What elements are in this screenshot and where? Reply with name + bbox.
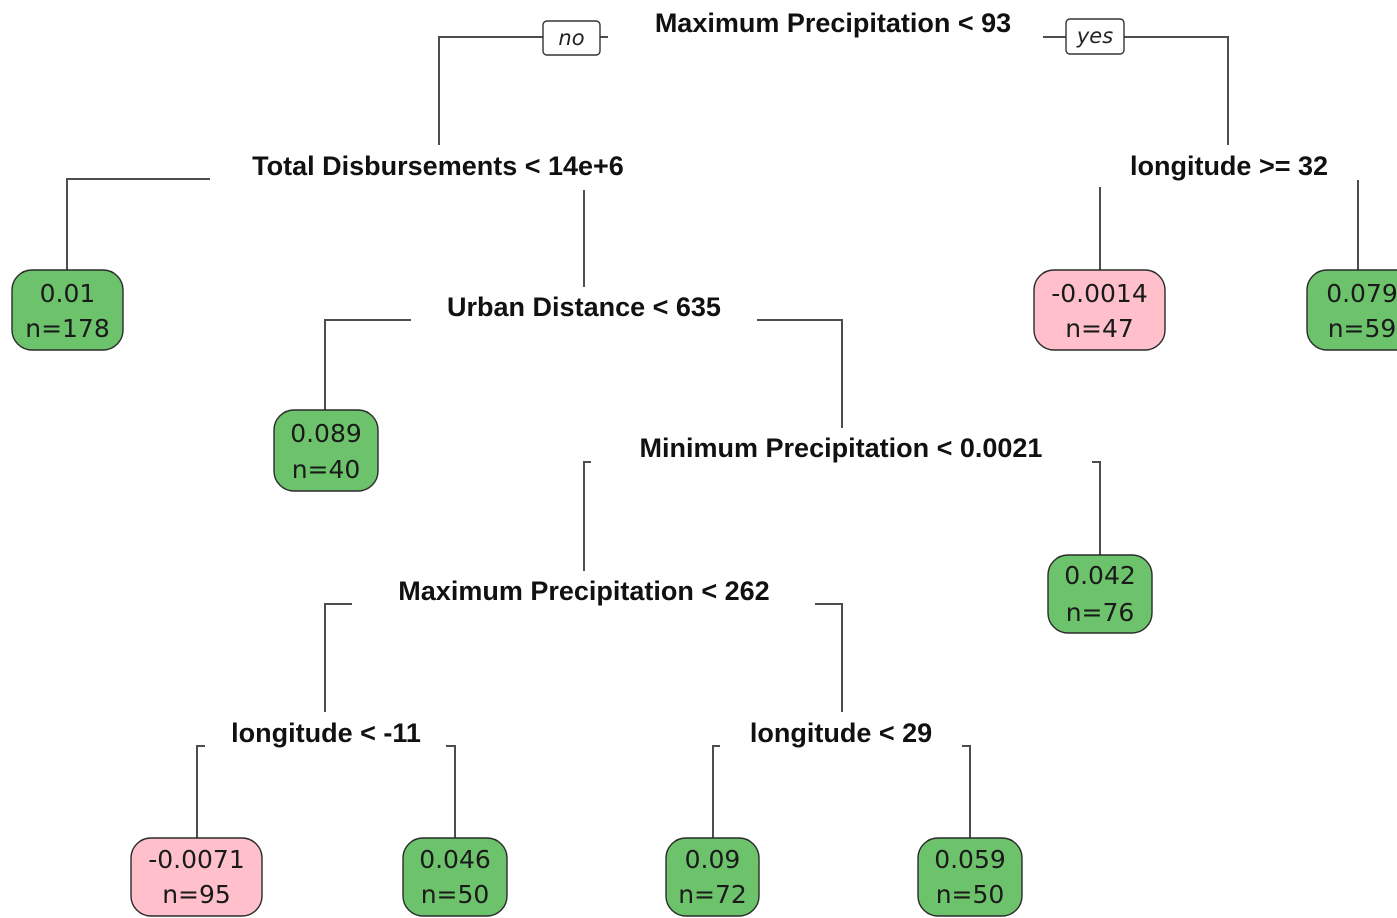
edge-root-right [1043,36,1229,145]
leaf-count: n=76 [1066,598,1135,627]
leaf-node: 0.042 n=76 [1047,554,1153,634]
leaf-value: 0.089 [290,419,362,448]
edge-maxp262-right [815,603,843,712]
leaf-count: n=47 [1065,314,1134,343]
leaf-node: 0.079 n=59 [1306,269,1397,351]
split-max-precipitation-262: Maximum Precipitation < 262 [398,576,769,606]
leaf-value: 0.046 [419,845,491,874]
edge-disb-left [66,178,210,270]
leaf-box [273,409,379,492]
leaf-node: -0.0071 n=95 [130,837,263,917]
leaf-value: 0.042 [1064,561,1136,590]
branch-no-label: no [542,20,601,56]
leaf-box [130,837,263,917]
edge-minp-right [1092,461,1101,555]
edge-root-left [438,36,608,145]
edge-minp-left [583,461,591,571]
branch-yes-text: yes [1076,24,1113,48]
split-urban-distance: Urban Distance < 635 [447,292,721,322]
leaf-count: n=72 [678,880,747,909]
edge-urban-right [757,319,843,428]
split-longitude-ge-32: longitude >= 32 [1130,151,1328,181]
split-longitude-lt-29: longitude < 29 [750,718,932,748]
leaf-count: n=95 [162,880,231,909]
leaf-box [1306,269,1397,351]
branch-yes-box [1065,18,1125,55]
leaf-box [665,837,760,917]
leaf-node: 0.059 n=50 [917,837,1023,917]
leaf-node: 0.089 n=40 [273,409,379,492]
leaf-box [1033,269,1166,351]
branch-yes-label: yes [1065,18,1125,55]
leaf-node: 0.046 n=50 [402,837,508,917]
leaf-count: n=178 [25,314,110,343]
leaf-value: -0.0071 [148,845,245,874]
split-root: Maximum Precipitation < 93 [655,8,1011,38]
leaf-value: 0.01 [40,279,96,308]
leaf-node: 0.01 n=178 [11,269,124,351]
split-min-precipitation: Minimum Precipitation < 0.0021 [640,433,1043,463]
tree-edges [66,36,1359,838]
leaf-node: 0.09 n=72 [665,837,760,917]
branch-no-text: no [558,26,584,50]
leaf-value: -0.0014 [1051,279,1148,308]
edge-lonm11-left [196,745,205,838]
leaf-count: n=50 [421,880,490,909]
leaf-box [1047,554,1153,634]
leaf-count: n=40 [292,455,361,484]
split-longitude-lt-neg11: longitude < -11 [231,718,421,748]
leaf-node: -0.0014 n=47 [1033,269,1166,351]
leaf-count: n=50 [936,880,1005,909]
leaf-value: 0.09 [685,845,741,874]
leaf-value: 0.059 [934,845,1006,874]
edge-urban-left [324,319,411,410]
branch-no-box [542,20,601,56]
edge-maxp262-left [324,603,352,712]
leaf-box [11,269,124,351]
leaf-box [402,837,508,917]
split-total-disbursements: Total Disbursements < 14e+6 [252,151,624,181]
leaf-count: n=59 [1328,314,1397,343]
edge-lon29-right [962,745,971,838]
leaf-value: 0.079 [1326,279,1397,308]
edge-lon29-left [712,745,720,838]
edge-lonm11-right [446,745,456,838]
leaf-box [917,837,1023,917]
